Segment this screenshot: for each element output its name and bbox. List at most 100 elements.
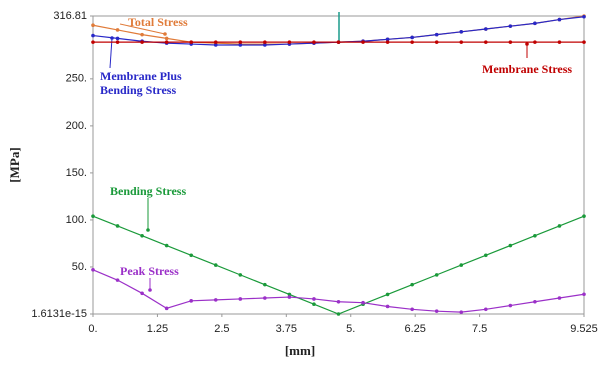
point [91,40,95,44]
point [508,243,513,248]
y-tick-label: 200. [66,120,87,132]
point [115,40,120,44]
point [140,233,144,238]
point [91,267,95,272]
point [484,27,488,31]
series-label: Membrane Stress [482,62,573,76]
point [484,307,488,312]
point [508,40,513,44]
label-arrow [109,37,113,69]
point [434,32,439,37]
point [238,43,243,47]
point [164,306,169,311]
x-tick-label: 5. [346,323,355,335]
point [582,214,586,218]
series-label: Peak Stress [120,264,179,278]
point [557,17,562,22]
point [115,28,120,32]
y-tick-label: 100. [66,214,87,226]
x-tick-label: 9.525 [570,323,598,335]
point [164,40,169,44]
point [508,303,513,308]
point [115,36,120,41]
point [385,37,390,42]
point [91,33,95,38]
point [213,298,218,302]
point [557,40,562,44]
y-tick-label: 1.6131e-15 [31,308,87,320]
arrow-head [110,36,114,40]
point [385,304,390,309]
point [557,296,562,300]
arrow-head [525,42,529,46]
point [582,40,586,44]
point [410,307,414,312]
point [312,40,316,44]
point [336,312,341,316]
point [459,40,464,44]
point [508,24,513,28]
point [287,40,292,44]
point [213,43,218,47]
x-tick-label: 7.5 [472,323,487,335]
point [140,291,144,296]
point [213,40,218,44]
point [115,224,120,228]
point [533,233,537,238]
point [582,292,586,297]
point [410,40,414,44]
x-tick-label: 0. [88,323,97,335]
x-tick-label: 3.75 [276,323,297,335]
point [361,40,365,44]
point [91,23,95,28]
arrow-head [146,228,150,232]
arrow-head [148,288,152,292]
series-label: Membrane Plus Bending Stress [100,69,182,97]
point [263,296,267,300]
point [533,299,537,304]
point [582,14,586,19]
point [238,40,243,44]
point [189,253,193,258]
point [263,43,267,47]
y-tick-label: 250. [66,73,87,85]
x-tick-label: 6.25 [404,323,425,335]
point [336,40,341,44]
x-axis-label: [mm] [285,343,315,358]
point [189,40,193,44]
point [459,30,464,34]
point [361,300,365,305]
series-label: Total Stress [128,15,188,29]
y-tick-label: 316.81 [53,10,87,22]
y-axis-label: [MPa] [7,147,22,182]
x-tick-label: 1.25 [147,323,168,335]
point [385,40,390,44]
point [213,263,218,267]
point [91,214,95,218]
x-tick-label: 2.5 [214,323,229,335]
point [434,40,439,44]
point [557,224,562,228]
point [533,21,537,26]
point [459,263,464,267]
point [140,40,144,44]
point [385,292,390,297]
arrow-head [163,32,167,36]
point [263,282,267,287]
point [312,297,316,301]
label-arrow [119,23,166,35]
point [410,282,414,287]
point [312,302,316,307]
point [238,273,243,277]
point [263,40,267,44]
point [410,35,414,40]
series-label: Bending Stress [110,184,187,198]
point [189,299,193,303]
point [484,253,488,258]
point [164,243,169,248]
point [287,295,292,299]
point [459,310,464,314]
point [533,40,537,44]
